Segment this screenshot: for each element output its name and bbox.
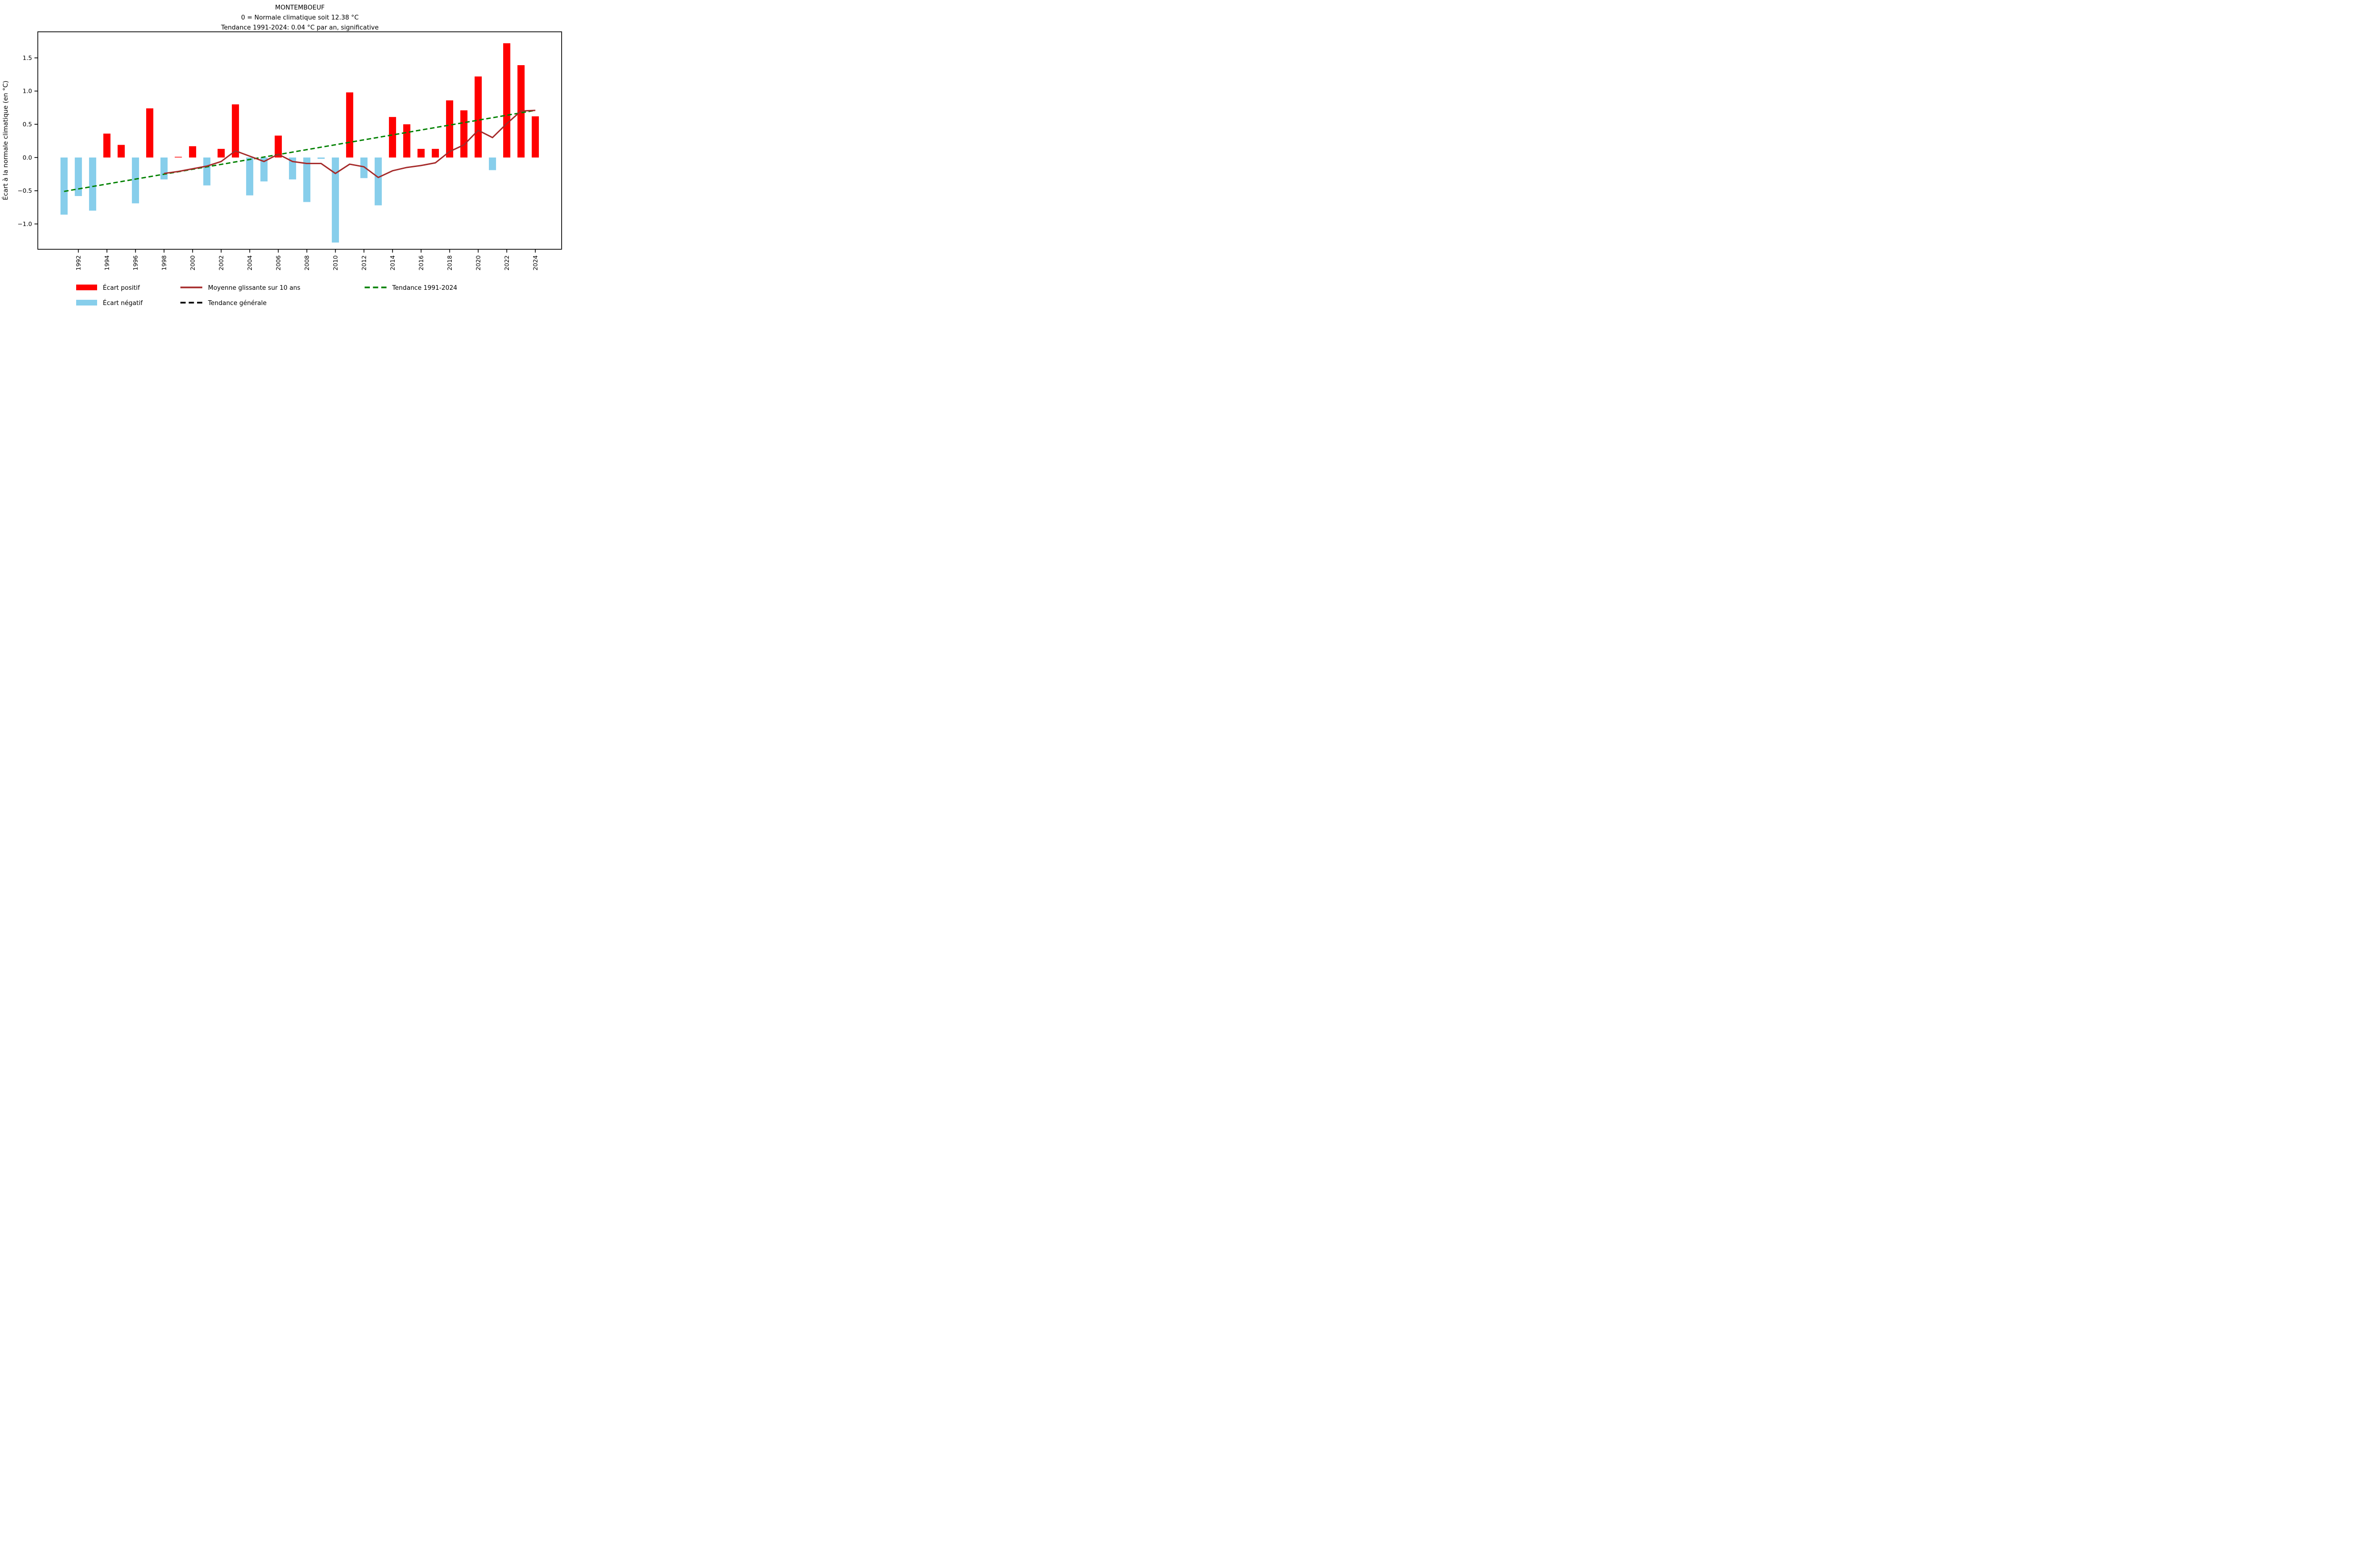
positive-bar-swatch bbox=[76, 285, 97, 290]
legend-label-tendance-1991-2024: Tendance 1991-2024 bbox=[392, 285, 457, 292]
bar-2016 bbox=[417, 148, 425, 158]
chart-title: MONTEMBOEUF bbox=[275, 4, 325, 11]
bar-2011 bbox=[346, 92, 354, 158]
bar-2007 bbox=[289, 158, 297, 180]
y-tick-label-1.5: 1.5 bbox=[23, 54, 32, 61]
negative-bar-swatch bbox=[76, 300, 97, 306]
legend-label-ecart-positif: Écart positif bbox=[103, 284, 140, 292]
x-tick-label-2012: 2012 bbox=[360, 256, 367, 271]
bar-2017 bbox=[432, 148, 439, 158]
bar-2008 bbox=[303, 158, 311, 202]
x-tick-label-1998: 1998 bbox=[160, 255, 168, 270]
legend-item-tendance-1991-2024: Tendance 1991-2024 bbox=[365, 285, 457, 292]
bar-2019 bbox=[460, 110, 468, 158]
bar-2018 bbox=[446, 100, 454, 158]
x-tick-label-1996: 1996 bbox=[132, 255, 139, 270]
bar-2020 bbox=[475, 76, 482, 158]
x-tick-label-2004: 2004 bbox=[246, 255, 253, 270]
bar-2002 bbox=[218, 148, 225, 158]
bar-1998 bbox=[160, 158, 168, 180]
y-tick-label-−1.0: −1.0 bbox=[18, 220, 32, 227]
bar-1991 bbox=[60, 158, 68, 215]
x-tick-label-2016: 2016 bbox=[417, 255, 425, 270]
x-tick-label-1994: 1994 bbox=[103, 255, 110, 270]
legend-item-tendance-generale: Tendance générale bbox=[180, 300, 267, 307]
legend-label-moyenne-glissante: Moyenne glissante sur 10 ans bbox=[208, 285, 300, 292]
bar-2006 bbox=[275, 135, 282, 158]
x-tick-label-2022: 2022 bbox=[503, 256, 510, 271]
bar-2010 bbox=[332, 158, 339, 243]
legend-item-moyenne-glissante: Moyenne glissante sur 10 ans bbox=[180, 285, 300, 292]
bar-2001 bbox=[203, 158, 211, 186]
y-axis-label: Écart à la normale climatique (en °C) bbox=[1, 80, 10, 200]
x-tick-label-2014: 2014 bbox=[389, 255, 396, 270]
legend-label-tendance-generale: Tendance générale bbox=[208, 300, 267, 307]
y-tick-label-0.5: 0.5 bbox=[23, 121, 32, 128]
x-tick-label-2010: 2010 bbox=[332, 255, 339, 270]
bar-1992 bbox=[75, 158, 82, 196]
bar-2000 bbox=[189, 146, 197, 158]
bar-2024 bbox=[532, 116, 539, 158]
plot-area: 1992 1994 1996 1998 2000 2002 2004 2006 2008 2010… bbox=[18, 31, 562, 271]
bar-1996 bbox=[132, 158, 139, 204]
x-tick-label-2024: 2024 bbox=[532, 255, 539, 270]
bar-2021 bbox=[489, 158, 496, 170]
y-tick-label-0.0: 0.0 bbox=[23, 154, 32, 161]
bar-2014 bbox=[389, 117, 397, 158]
y-tick-label-−0.5: −0.5 bbox=[18, 187, 32, 194]
legend: Écart positif Écart négatif Moyenne glis… bbox=[76, 284, 457, 307]
x-tick-label-2020: 2020 bbox=[475, 255, 482, 270]
bar-1994 bbox=[103, 133, 111, 158]
plot-frame bbox=[37, 31, 562, 250]
legend-item-ecart-negatif: Écart négatif bbox=[76, 299, 143, 307]
x-tick-label-2002: 2002 bbox=[218, 256, 225, 271]
rolling-mean-line bbox=[164, 109, 536, 178]
bar-2013 bbox=[375, 158, 382, 206]
bar-2003 bbox=[232, 104, 239, 158]
legend-label-ecart-negatif: Écart négatif bbox=[103, 299, 143, 307]
x-tick-label-1992: 1992 bbox=[75, 256, 82, 271]
bar-2012 bbox=[360, 158, 368, 178]
legend-item-ecart-positif: Écart positif bbox=[76, 284, 140, 292]
bar-1997 bbox=[146, 108, 154, 158]
bar-2004 bbox=[246, 158, 254, 196]
bar-2005 bbox=[260, 158, 268, 182]
chart-canvas: MONTEMBOEUF 0 = Normale climatique soit … bbox=[1, 4, 562, 307]
bar-1993 bbox=[89, 158, 97, 211]
chart-subtitle-normale: 0 = Normale climatique soit 12.38 °C bbox=[241, 14, 359, 21]
bar-2015 bbox=[403, 124, 411, 158]
trend-line-1991-2024 bbox=[64, 109, 536, 192]
y-tick-label-1.0: 1.0 bbox=[23, 88, 32, 95]
x-tick-label-2018: 2018 bbox=[446, 255, 453, 270]
climate-deviation-chart-page: MONTEMBOEUF 0 = Normale climatique soit … bbox=[0, 0, 566, 314]
x-tick-label-2008: 2008 bbox=[303, 255, 310, 270]
bar-1995 bbox=[118, 145, 125, 158]
bar-2009 bbox=[317, 158, 325, 159]
chart-subtitle-tendance: Tendance 1991-2024: 0.04 °C par an, sign… bbox=[221, 24, 379, 31]
bar-2022 bbox=[503, 43, 511, 158]
x-tick-label-2000: 2000 bbox=[189, 255, 196, 270]
x-tick-label-2006: 2006 bbox=[275, 255, 282, 270]
bar-1999 bbox=[175, 157, 182, 158]
